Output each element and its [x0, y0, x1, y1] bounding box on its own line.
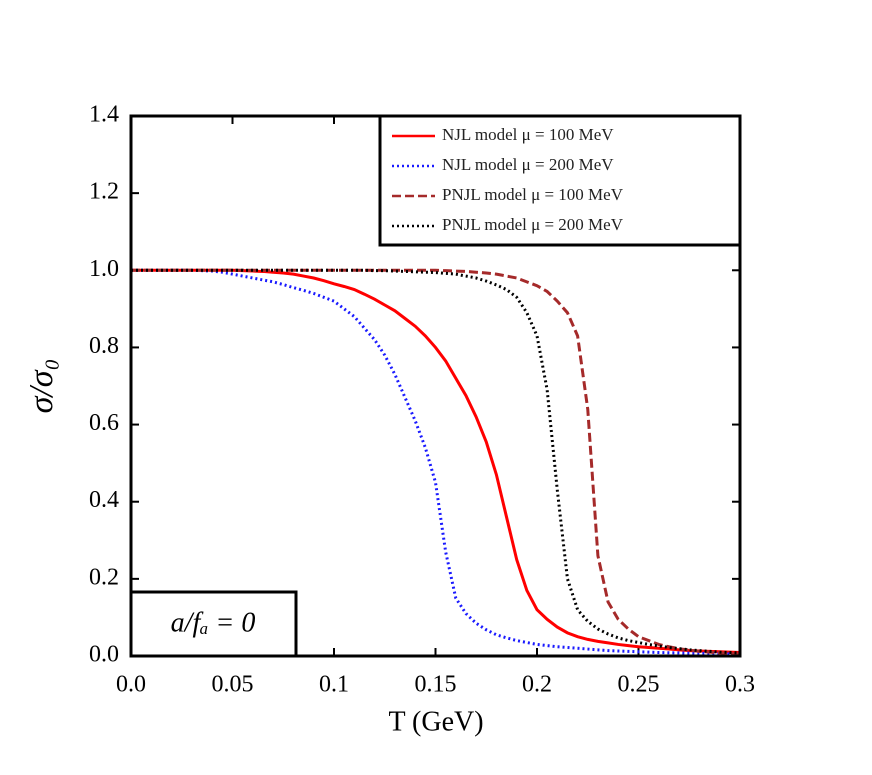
x-tick-label: 0.15: [415, 672, 457, 698]
legend-label: NJL model μ = 100 MeV: [442, 125, 614, 144]
legend-label: PNJL model μ = 200 MeV: [442, 215, 624, 234]
y-tick-label: 1.4: [89, 102, 119, 128]
line-series: [131, 268, 741, 656]
legend-label: NJL model μ = 200 MeV: [442, 155, 614, 174]
x-tick-label: 0.1: [319, 672, 349, 698]
y-tick-label: 0.4: [89, 487, 119, 513]
legend-box: [378, 114, 742, 247]
y-tick-label: 1.2: [89, 179, 119, 205]
x-tick-label: 0.3: [725, 672, 755, 698]
line-series: [131, 268, 741, 655]
x-tick-label: 0.05: [212, 672, 254, 698]
y-tick-label: 0.2: [89, 564, 119, 590]
y-tick-label: 1.0: [89, 256, 119, 282]
x-tick-label: 0.0: [116, 672, 146, 698]
y-tick-label: 0.6: [89, 410, 119, 436]
y-tick-label: 0.8: [89, 333, 119, 359]
line-series: [131, 268, 741, 656]
legend-label: PNJL model μ = 100 MeV: [442, 185, 624, 204]
annotation: a/fₐ = 0: [171, 607, 256, 638]
annotation-box: [129, 590, 298, 658]
x-axis-label: T (GeV): [388, 706, 483, 737]
y-tick-label: 0.0: [89, 642, 119, 668]
x-tick-label: 0.25: [618, 672, 660, 698]
y-axis-label: σ/σ₀: [23, 359, 60, 414]
x-tick-label: 0.2: [522, 672, 552, 698]
